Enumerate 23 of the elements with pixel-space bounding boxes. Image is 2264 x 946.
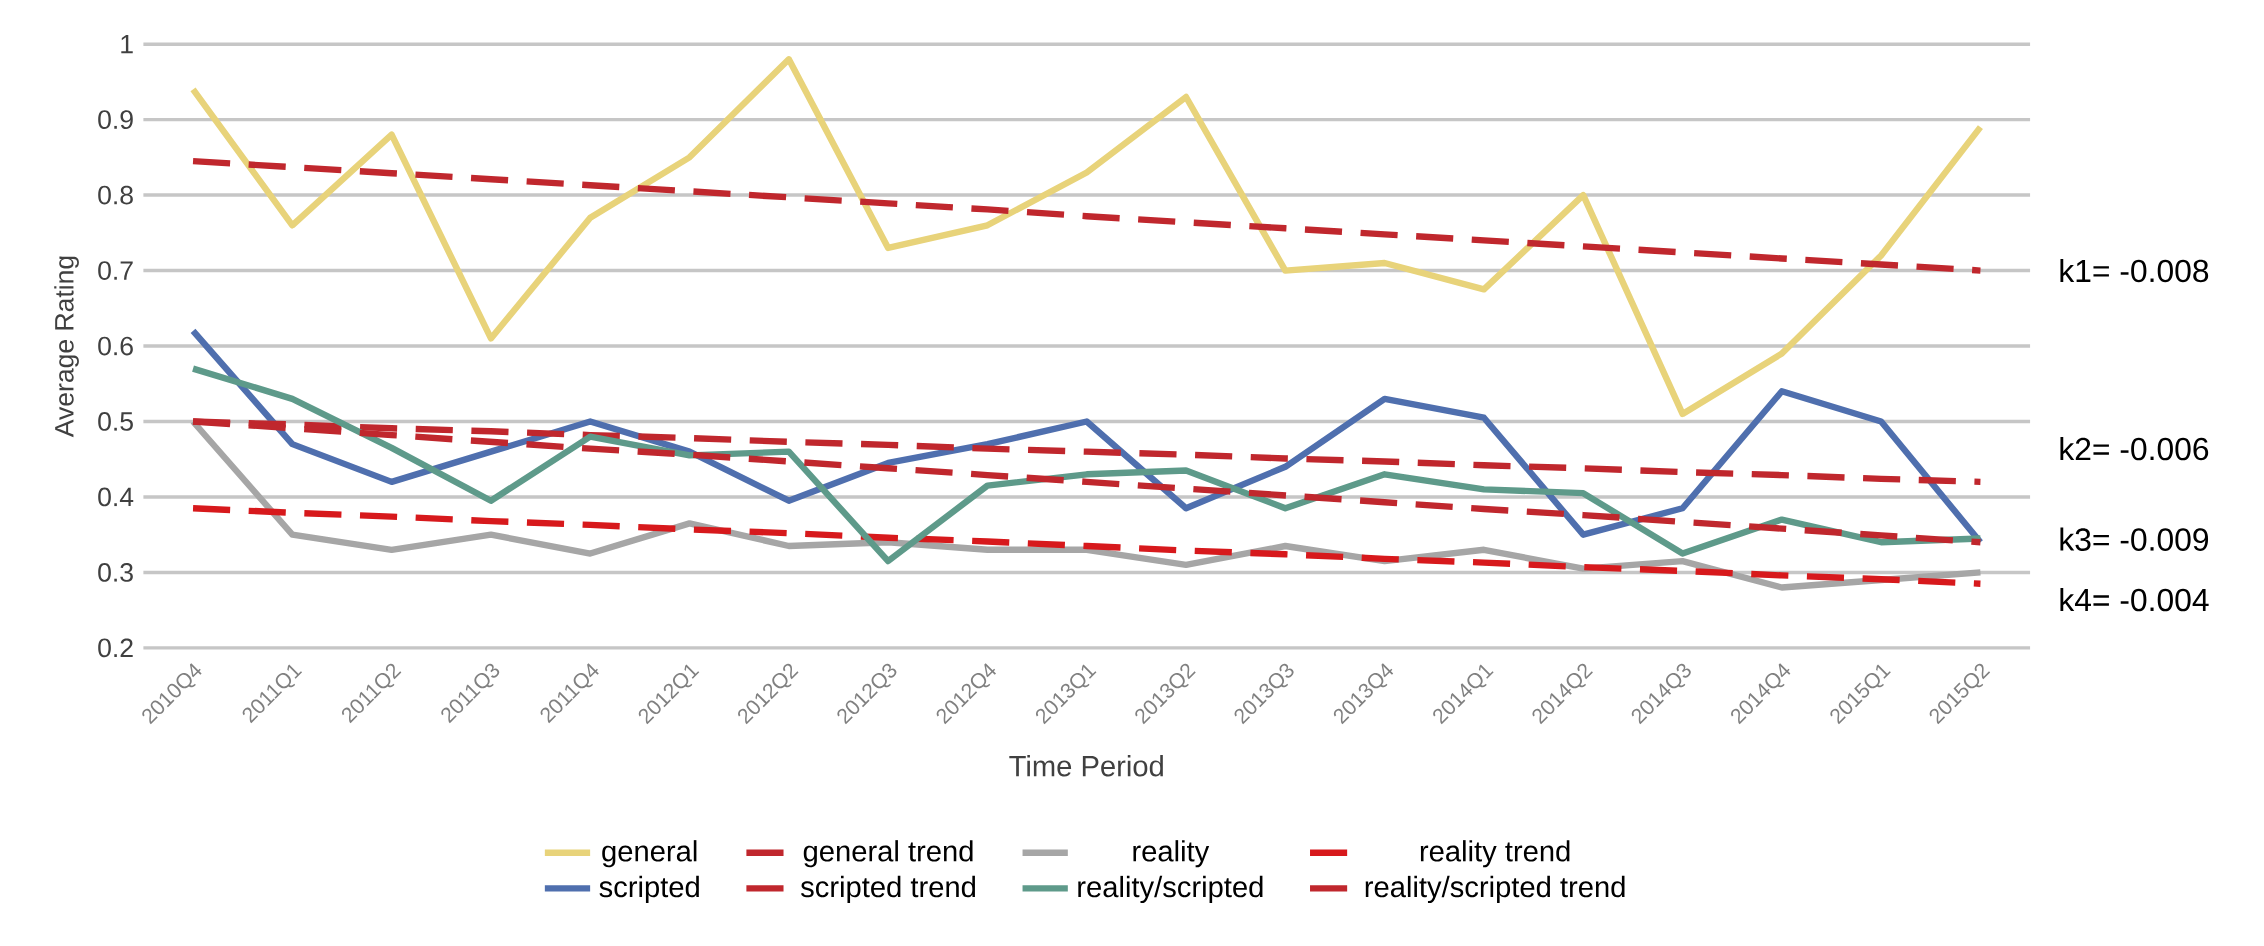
y-tick-label: 0.4 <box>98 487 134 507</box>
y-tick-label: 0.9 <box>98 110 133 130</box>
text: k3= -0.009 <box>2060 527 2209 551</box>
y-tick-label: 0.8 <box>98 185 133 205</box>
legend-label: general <box>602 840 697 868</box>
y-tick-label: 0.2 <box>98 638 133 658</box>
text: k1= -0.008 <box>2060 258 2209 283</box>
x-axis-title: Time Period <box>1009 755 1163 777</box>
text: k2= -0.006 <box>2060 436 2209 461</box>
y-axis-title: Average Rating <box>54 256 79 438</box>
y-tick-label: 0.5 <box>98 412 133 431</box>
legend-label: reality/scripted trend <box>1365 875 1625 904</box>
text: k4= -0.004 <box>2060 587 2209 612</box>
legend-label: reality trend <box>1420 840 1570 868</box>
y-tick-label: 0.6 <box>98 336 133 356</box>
legend-label: general trend <box>803 840 973 868</box>
y-tick-label: 0.7 <box>98 261 133 280</box>
y-tick-label: 0.3 <box>98 563 133 582</box>
y-tick-label: 1 <box>121 35 133 54</box>
legend-label: reality <box>1133 840 1210 868</box>
legend-label: scripted trend <box>800 875 976 904</box>
legend-label: reality/scripted <box>1078 875 1263 904</box>
legend-label: scripted <box>599 875 699 904</box>
